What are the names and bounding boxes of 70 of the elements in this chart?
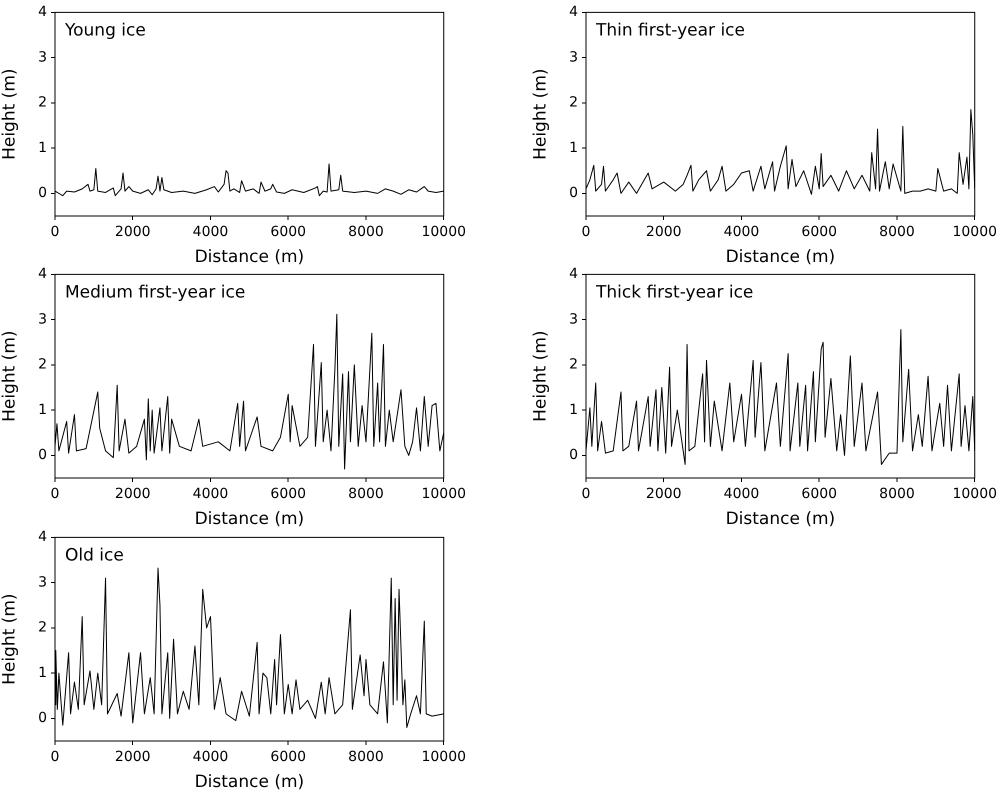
y-tick-label: 1 — [38, 140, 47, 156]
x-axis-title: Distance (m) — [194, 509, 304, 530]
y-tick-label: 4 — [38, 266, 48, 282]
x-tick-label: 0 — [50, 749, 60, 766]
x-tick-label: 10000 — [421, 224, 466, 240]
y-axis-title: Height (m) — [530, 68, 551, 160]
x-tick-label: 6000 — [270, 486, 306, 502]
x-tick-label: 2000 — [114, 224, 151, 240]
annotation: Thin first-year ice — [595, 20, 745, 40]
x-tick-label: 4000 — [724, 224, 760, 240]
y-tick-label: 0 — [38, 185, 47, 202]
x-axis-title: Distance (m) — [194, 247, 304, 268]
y-tick-label: 4 — [569, 4, 578, 20]
x-tick-label: 4000 — [192, 749, 228, 766]
y-axis-title: Height (m) — [0, 68, 20, 160]
annotation: Old ice — [65, 545, 124, 566]
y-tick-label: 0 — [569, 447, 578, 464]
y-tick-label: 3 — [38, 49, 47, 66]
annotation: Medium first-year ice — [65, 282, 246, 302]
x-tick-label: 10000 — [421, 486, 466, 502]
y-axis-title: Height (m) — [0, 330, 20, 422]
y-tick-label: 1 — [38, 664, 47, 681]
x-tick-label: 8000 — [348, 486, 384, 502]
x-tick-label: 4000 — [192, 486, 228, 502]
y-axis-title: Height (m) — [0, 593, 20, 685]
y-tick-label: 4 — [38, 4, 48, 20]
x-tick-label: 4000 — [724, 486, 760, 502]
y-tick-label: 3 — [569, 311, 578, 328]
y-tick-label: 2 — [38, 620, 47, 636]
y-tick-label: 2 — [38, 94, 47, 111]
x-tick-label: 8000 — [879, 486, 915, 502]
annotation: Thick first-year ice — [595, 282, 754, 302]
y-axis-title: Height (m) — [530, 330, 551, 422]
y-tick-label: 3 — [569, 49, 578, 66]
x-tick-label: 6000 — [270, 749, 306, 766]
y-tick-label: 0 — [38, 710, 47, 726]
x-tick-label: 6000 — [801, 486, 838, 502]
y-tick-label: 4 — [569, 266, 578, 282]
x-tick-label: 0 — [582, 224, 590, 240]
x-tick-label: 0 — [50, 224, 60, 240]
x-tick-label: 0 — [50, 486, 60, 502]
y-tick-label: 1 — [569, 140, 578, 156]
x-axis-title: Distance (m) — [726, 247, 836, 268]
x-tick-label: 8000 — [348, 749, 384, 766]
x-tick-label: 6000 — [801, 224, 838, 240]
annotation: Young ice — [64, 20, 146, 40]
x-tick-label: 2000 — [114, 486, 151, 502]
y-tick-label: 2 — [569, 94, 578, 111]
x-tick-label: 4000 — [192, 224, 228, 240]
x-tick-label: 2000 — [114, 749, 151, 766]
x-tick-label: 0 — [582, 486, 590, 502]
x-tick-label: 10000 — [952, 224, 998, 240]
x-tick-label: 8000 — [348, 224, 384, 240]
y-tick-label: 2 — [569, 356, 578, 373]
x-tick-label: 6000 — [270, 224, 306, 240]
y-tick-label: 1 — [38, 402, 47, 418]
y-tick-label: 0 — [569, 185, 578, 202]
x-tick-label: 10000 — [952, 486, 998, 502]
y-tick-label: 2 — [38, 356, 47, 373]
y-tick-label: 1 — [569, 402, 578, 418]
x-tick-label: 8000 — [879, 224, 915, 240]
y-tick-label: 4 — [38, 529, 48, 546]
y-tick-label: 3 — [38, 574, 47, 590]
y-tick-label: 3 — [38, 311, 47, 328]
y-tick-label: 0 — [38, 447, 47, 464]
x-axis-title: Distance (m) — [194, 772, 304, 792]
x-tick-label: 2000 — [646, 224, 682, 240]
x-axis-title: Distance (m) — [726, 509, 836, 530]
x-tick-label: 2000 — [646, 486, 682, 502]
x-tick-label: 10000 — [421, 749, 466, 766]
